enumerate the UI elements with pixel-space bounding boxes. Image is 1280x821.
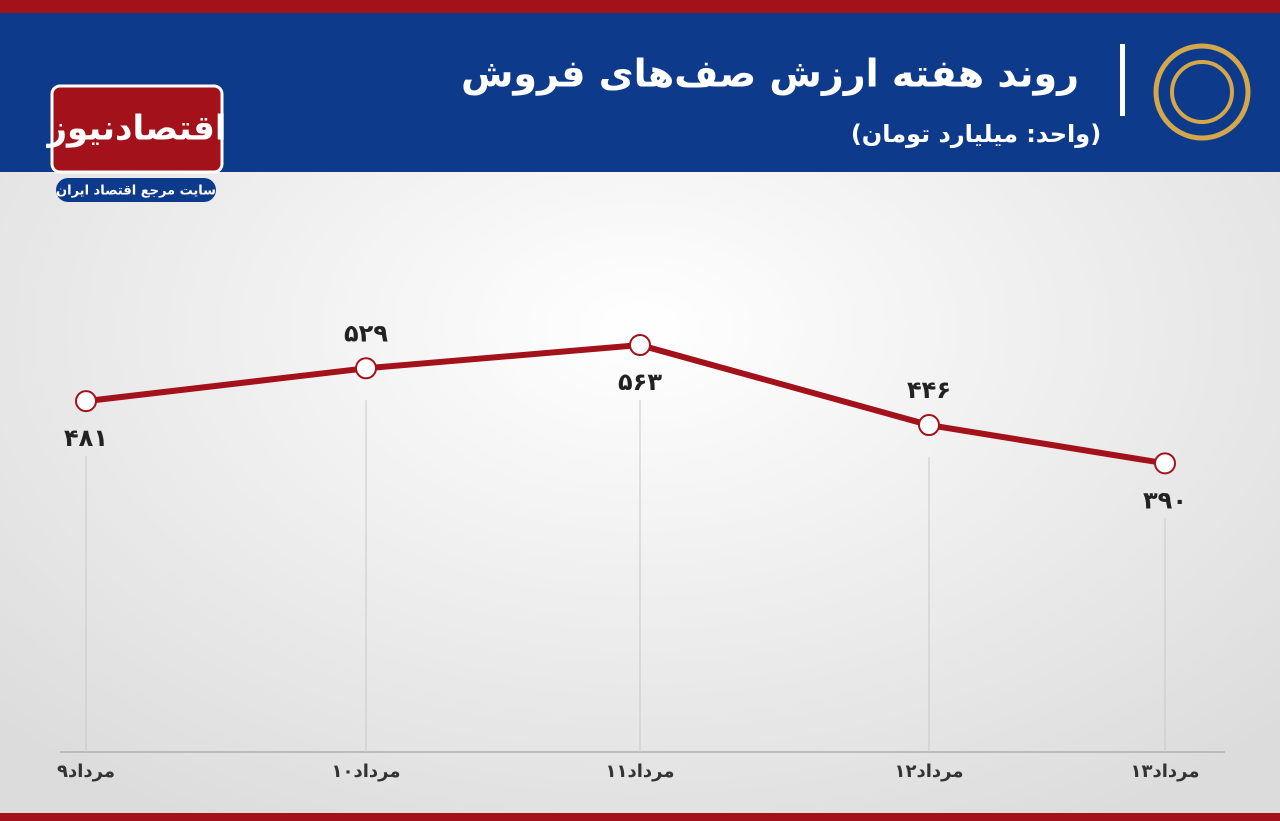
x-tick-label: ۱۰مرداد	[332, 761, 401, 782]
x-tick-label: ۱۱مرداد	[606, 761, 675, 782]
logo-text: اقتصادنیوز	[45, 109, 226, 149]
chart-title: روند هفته ارزش صف‌های فروش	[461, 52, 1079, 97]
x-tick-label: ۱۲مرداد	[895, 761, 964, 782]
data-point	[355, 357, 377, 380]
emblem-inner	[1170, 60, 1234, 124]
emblem	[1153, 43, 1251, 141]
chart-subtitle: (واحد: میلیارد تومان)	[851, 120, 1101, 148]
data-point	[75, 390, 97, 413]
data-point	[1154, 452, 1176, 475]
value-label: ۵۲۹	[344, 319, 388, 347]
value-label: ۳۹۰	[1143, 486, 1187, 514]
bottom-bar	[0, 813, 1280, 821]
data-point	[629, 334, 651, 357]
value-label: ۵۶۳	[618, 368, 662, 396]
value-label: ۴۴۶	[907, 376, 951, 404]
x-tick-label: ۹مرداد	[57, 761, 115, 782]
value-label: ۴۸۱	[64, 424, 108, 452]
logo-box	[50, 84, 224, 174]
x-tick-label: ۱۳مرداد	[1131, 761, 1200, 782]
title-divider	[1120, 44, 1125, 116]
logo-tagline: سایت مرجع اقتصاد ایران	[56, 184, 216, 199]
logo-tagline-pill	[56, 178, 216, 202]
data-point	[918, 414, 940, 437]
top-bar	[0, 0, 1280, 13]
